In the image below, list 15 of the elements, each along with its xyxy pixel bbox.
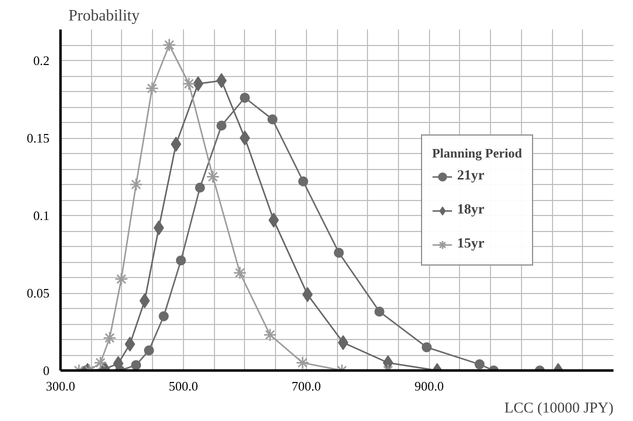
legend-title: Planning Period xyxy=(432,145,522,161)
x-tick-label: 300.0 xyxy=(46,378,76,394)
legend-label: 21yr xyxy=(457,168,484,184)
x-axis-title: LCC (10000 JPY) xyxy=(504,400,614,416)
x-tick-label: 700.0 xyxy=(292,378,321,394)
y-tick-label: 0 xyxy=(43,363,50,378)
x-tick-label: 900.0 xyxy=(414,378,444,394)
x-tick-label: 500.0 xyxy=(168,378,198,394)
y-tick-label: 0.2 xyxy=(33,53,50,68)
legend-label: 15yr xyxy=(457,236,484,252)
y-tick-label: 0.1 xyxy=(33,208,50,223)
legend-label: 18yr xyxy=(457,202,484,218)
y-tick-label: 0.15 xyxy=(26,130,50,146)
y-axis-title: Probability xyxy=(68,8,140,24)
y-tick-label: 0.05 xyxy=(26,286,50,300)
